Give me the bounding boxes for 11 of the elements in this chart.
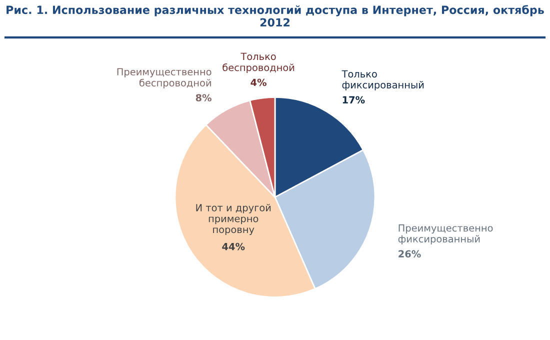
data-label: 8% [196, 94, 212, 102]
data-label: 17% [342, 96, 365, 104]
slice-label: Преимущественно беспроводной [117, 68, 212, 88]
data-label: 4% [250, 78, 266, 86]
slice-label: Преимущественно фиксированный [398, 224, 493, 244]
data-label: 26% [398, 250, 421, 258]
slice-label: Только фиксированный [342, 70, 424, 90]
slice-label: И тот и другой примерно поровну [196, 204, 271, 236]
chart-title: Рис. 1. Использование различных технологий доступа в Интернет, Россия, октябрь 2012 [6, 5, 544, 27]
data-label: 44% [222, 242, 245, 250]
slice-label: Только беспроводной [222, 52, 294, 74]
